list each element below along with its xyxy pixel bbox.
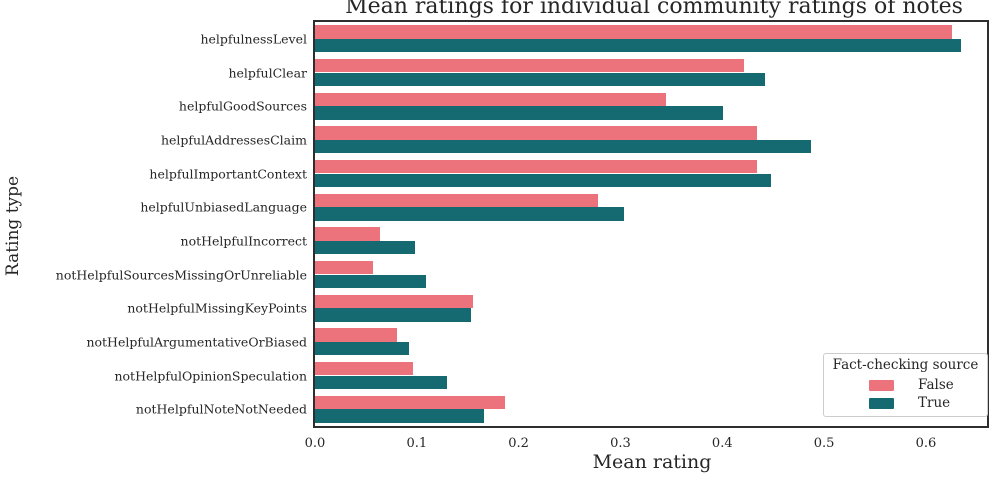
x-tick-label: 0.3 [610,436,631,451]
legend-item-true: True [828,396,983,410]
x-tick-label: 0.5 [813,436,835,451]
bar-true-helpfulAddressesClaim [315,139,811,154]
legend-label-true: True [918,395,951,411]
y-tick-label: notHelpfulIncorrect [180,233,307,249]
bar-true-notHelpfulIncorrect [315,240,415,255]
bar-true-notHelpfulMissingKeyPoints [315,308,471,322]
y-tick-label: notHelpfulMissingKeyPoints [127,300,307,316]
bar-false-notHelpfulArgumentativeOrBiased [315,328,398,342]
y-tick-label: helpfulClear [228,65,307,80]
legend: Fact-checking source False True [823,353,988,417]
y-tick-label: helpfulnessLevel [200,31,307,47]
x-tick-label: 0.4 [711,436,733,451]
legend-title: Fact-checking source [832,357,979,373]
bar-false-helpfulUnbiasedLanguage [315,193,599,208]
bar-true-notHelpfulNoteNotNeeded [315,409,485,423]
bar-false-notHelpfulIncorrect [315,227,381,241]
x-tick-label: 0.0 [304,436,326,451]
y-tick-label: helpfulGoodSources [178,98,307,114]
bar-false-helpfulnessLevel [315,25,953,39]
y-tick-label: helpfulUnbiasedLanguage [140,199,307,215]
bar-true-notHelpfulArgumentativeOrBiased [315,341,409,356]
y-tick-label: helpfulAddressesClaim [160,132,307,148]
x-tick-label: 0.6 [915,436,937,451]
y-tick-label: helpfulImportantContext [149,166,307,181]
y-axis-label: Rating type [3,175,23,277]
bar-false-helpfulImportantContext [315,160,757,174]
bar-false-helpfulClear [315,59,744,73]
bar-true-helpfulClear [315,72,766,86]
bar-true-notHelpfulSourcesMissingOrUnreliable [315,274,426,288]
bar-false-notHelpfulOpinionSpeculation [315,362,413,376]
legend-swatch-false [869,379,894,391]
bar-true-helpfulImportantContext [315,173,772,187]
x-tick-label: 0.2 [508,436,529,451]
legend-items: False True [828,378,983,410]
y-tick-label: notHelpfulNoteNotNeeded [135,401,307,417]
legend-swatch-true [869,397,894,409]
bar-false-notHelpfulSourcesMissingOrUnreliable [315,261,374,275]
x-axis-label: Mean rating [592,451,712,473]
bar-true-helpfulnessLevel [315,38,961,53]
legend-label-false: False [918,377,954,393]
plot-area [313,20,989,428]
bar-true-helpfulUnbiasedLanguage [315,207,624,221]
y-tick-label: notHelpfulSourcesMissingOrUnreliable [55,267,307,282]
x-tick-label: 0.1 [406,436,428,451]
chart-title: Mean ratings for individual community ra… [345,0,963,19]
legend-item-false: False [828,378,983,392]
bar-false-helpfulGoodSources [315,92,667,107]
bar-true-notHelpfulOpinionSpeculation [315,375,448,389]
bar-false-helpfulAddressesClaim [315,126,757,140]
y-tick-label: notHelpfulOpinionSpeculation [114,368,307,383]
bar-false-notHelpfulMissingKeyPoints [315,294,473,309]
y-tick-label: notHelpfulArgumentativeOrBiased [86,334,307,350]
bar-false-notHelpfulNoteNotNeeded [315,395,506,410]
bar-true-helpfulGoodSources [315,106,724,120]
